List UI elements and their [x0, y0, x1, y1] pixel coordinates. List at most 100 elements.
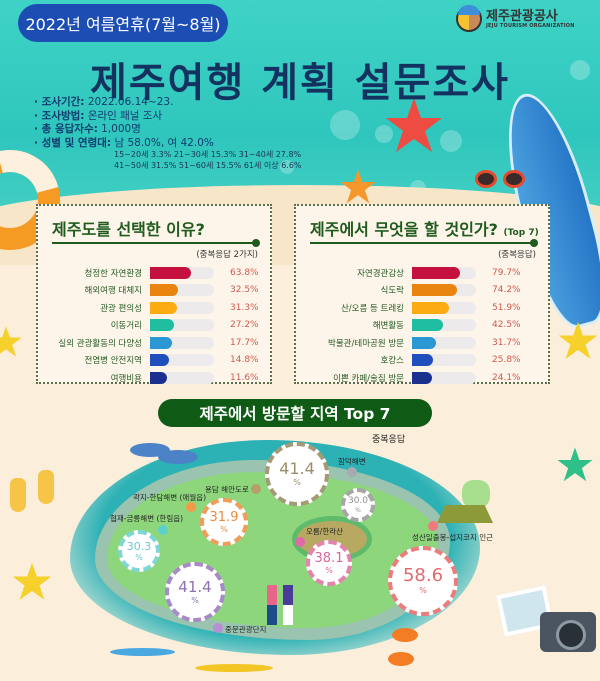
- bar-value: 51.9%: [492, 302, 521, 313]
- activities-title-text: 제주에서 무엇을 할 것인가?: [310, 220, 498, 239]
- flip-flop-icon: [38, 470, 54, 504]
- percent-sign: %: [220, 524, 228, 534]
- bar-value: 31.3%: [230, 302, 259, 313]
- bar-value: 24.1%: [492, 372, 521, 383]
- bar-track: [412, 319, 476, 332]
- bar-fill: [412, 371, 433, 384]
- bar-value: 32.5%: [230, 285, 259, 296]
- bar-track: [412, 266, 476, 279]
- activities-title-suffix: (Top 7): [503, 228, 539, 238]
- bubble-decoration: [440, 130, 462, 152]
- bar-value: 74.2%: [492, 285, 521, 296]
- stat-bubble-hamdeok: 30.0 %: [341, 488, 375, 522]
- logo-subtitle: JEJU TOURISM ORGANIZATION: [486, 22, 575, 29]
- bar-fill: [150, 319, 175, 332]
- percent-sign: %: [293, 478, 301, 487]
- percent-sign: %: [325, 565, 333, 575]
- age-line-2: 41~50세 31.5% 51~60세 15.5% 61세 이상 6.6%: [114, 160, 302, 170]
- green-starfish-icon: [557, 447, 593, 482]
- place-label-hyeopjae: 협재-금릉해변 (한림읍): [110, 514, 184, 523]
- bar-label: 실외 관광활동의 다양성: [58, 338, 142, 349]
- bar-row: 이동거리 27.2%: [38, 317, 270, 335]
- bar-row: 해변활동 42.5%: [296, 317, 548, 335]
- place-label-hallasan: 오름/한라산: [306, 527, 344, 536]
- place-label-hamdeok: 함덕해변: [338, 457, 366, 466]
- dolphin-icon: [158, 450, 198, 464]
- bar-track: [150, 319, 214, 332]
- method-value: 온라인 패널 조사: [87, 109, 163, 122]
- method-label: · 조사방법:: [34, 109, 85, 122]
- place-label-jungmun: 중문관광단지: [225, 625, 267, 634]
- stat-value: 41.4: [178, 577, 212, 596]
- bar-fill: [150, 371, 168, 384]
- bar-row: 청정한 자연환경 63.8%: [38, 264, 270, 282]
- bar-value: 79.7%: [492, 267, 521, 278]
- bar-label: 해외여행 대체지: [84, 286, 142, 297]
- period-label: · 조사기간:: [34, 96, 85, 108]
- bar-label: 이동거리: [110, 321, 142, 332]
- demographics-label: · 성별 및 연령대:: [34, 136, 112, 149]
- bar-label: 이쁜 카페/술집 방문: [333, 373, 404, 384]
- stat-bubble-yongdam: 41.4 %: [265, 442, 329, 506]
- percent-sign: %: [355, 506, 361, 514]
- seongsan-peak: [437, 505, 493, 523]
- bar-track: [412, 284, 476, 297]
- tourist-figure: [267, 585, 277, 625]
- place-marker: [428, 521, 438, 531]
- place-marker: [347, 467, 357, 477]
- bar-label: 식도락: [380, 286, 404, 297]
- reasons-panel: 제주도를 선택한 이유? (중복응답 2가지) 청정한 자연환경 63.8% 해외…: [36, 204, 272, 384]
- tube-icon: [392, 628, 418, 642]
- bar-fill: [150, 354, 170, 367]
- period-value: 2022.06.14~23.: [87, 96, 174, 108]
- percent-sign: %: [135, 552, 143, 562]
- bar-fill: [150, 336, 172, 349]
- bar-row: 전염병 안전지역 14.8%: [38, 352, 270, 370]
- red-starfish-icon: [386, 98, 442, 152]
- bar-label: 전염병 안전지역: [84, 356, 142, 367]
- bar-label: 해변활동: [372, 321, 404, 332]
- bubble-decoration: [330, 110, 360, 140]
- age-line-1: 15~20세 3.3% 21~30세 15.3% 31~40세 27.8%: [114, 150, 302, 159]
- respondents-value: 1,000명: [101, 123, 141, 135]
- activities-note: (중복응답): [498, 250, 536, 260]
- bar-fill: [412, 319, 443, 332]
- bar-value: 42.5%: [492, 320, 521, 331]
- bar-row: 관광 편의성 31.3%: [38, 299, 270, 317]
- bar-track: [150, 284, 214, 297]
- gender-value: 남 58.0%, 여 42.0%: [114, 136, 214, 149]
- bar-row: 해외여행 대체지 32.5%: [38, 282, 270, 300]
- bar-track: [150, 336, 214, 349]
- bar-track: [412, 354, 476, 367]
- place-marker: [213, 623, 223, 633]
- bar-track: [150, 354, 214, 367]
- bar-label: 호캉스: [380, 356, 404, 367]
- place-marker: [158, 525, 168, 535]
- bar-label: 박물관/테마공원 방문: [328, 338, 404, 349]
- reasons-title: 제주도를 선택한 이유?: [52, 220, 205, 239]
- surfer-board: [195, 664, 273, 672]
- period-tag: 2022년 여름연휴(7월~8월): [18, 4, 228, 42]
- stat-value: 30.0: [347, 495, 369, 506]
- flip-flop-icon: [10, 478, 26, 512]
- stat-value: 58.6: [402, 565, 444, 586]
- bar-row: 호캉스 25.8%: [296, 352, 548, 370]
- bar-fill: [412, 354, 434, 367]
- bar-row: 실외 관광활동의 다양성 17.7%: [38, 334, 270, 352]
- orange-starfish-icon: [340, 169, 376, 204]
- stat-value: 41.4: [279, 459, 315, 478]
- bubble-decoration: [410, 180, 426, 196]
- bar-value: 25.8%: [492, 355, 521, 366]
- reasons-note: (중복응답 2가지): [196, 250, 258, 260]
- place-label-seongsan: 성산일출봉-섭지코지 인근: [412, 533, 493, 542]
- bar-value: 31.7%: [492, 337, 521, 348]
- yellow-starfish-icon: [0, 326, 22, 357]
- bar-label: 청정한 자연환경: [84, 268, 142, 279]
- stat-value: 30.3: [126, 539, 152, 553]
- udo-islet: [462, 480, 490, 508]
- yellow-starfish-icon: [558, 321, 598, 359]
- map-section-title: 제주에서 방문할 지역 Top 7: [158, 399, 432, 427]
- activities-panel: 제주에서 무엇을 할 것인가? (Top 7) (중복응답) 자연경관감상 79.…: [294, 204, 550, 384]
- bar-track: [412, 371, 476, 384]
- bar-row: 자연경관감상 79.7%: [296, 264, 548, 282]
